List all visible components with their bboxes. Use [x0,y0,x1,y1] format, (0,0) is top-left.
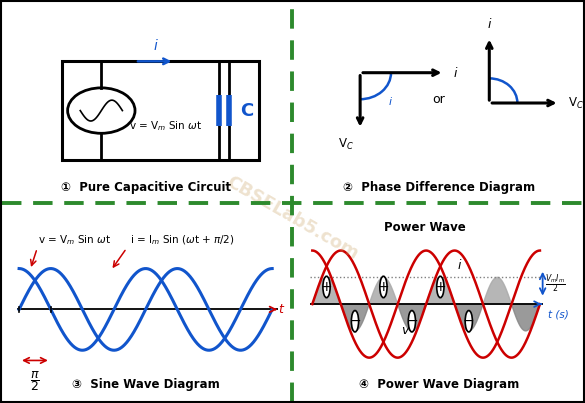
Text: V$_C$: V$_C$ [568,96,584,110]
Text: $i$: $i$ [453,66,458,80]
Bar [62,61,259,160]
Text: $i$: $i$ [388,95,393,107]
Text: ③  Sine Wave Diagram: ③ Sine Wave Diagram [73,378,220,391]
Text: $i$: $i$ [487,17,492,31]
Text: or: or [432,93,445,106]
Text: C: C [240,102,253,120]
Text: t (s): t (s) [548,310,569,320]
Text: ①  Pure Capacitive Circuit: ① Pure Capacitive Circuit [61,181,231,194]
Text: ④  Power Wave Diagram: ④ Power Wave Diagram [359,378,519,391]
Text: CBSELab5.com: CBSELab5.com [223,172,362,263]
Text: V$_C$: V$_C$ [338,137,354,152]
Text: $i$: $i$ [153,38,159,53]
Text: Power Wave: Power Wave [384,221,466,234]
Text: ②  Phase Difference Diagram: ② Phase Difference Diagram [343,181,535,194]
Text: v = V$_m$ Sin $\omega$t: v = V$_m$ Sin $\omega$t [129,119,202,133]
Text: $\frac{V_mI_m}{2}$: $\frac{V_mI_m}{2}$ [545,272,566,295]
